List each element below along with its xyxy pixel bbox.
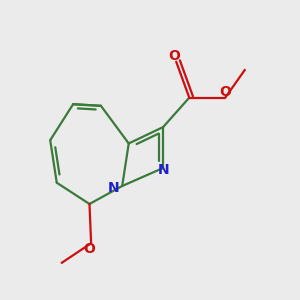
Text: O: O	[83, 242, 95, 256]
Text: O: O	[169, 49, 181, 63]
Text: N: N	[157, 163, 169, 177]
Text: O: O	[219, 85, 231, 99]
Text: N: N	[108, 181, 120, 195]
